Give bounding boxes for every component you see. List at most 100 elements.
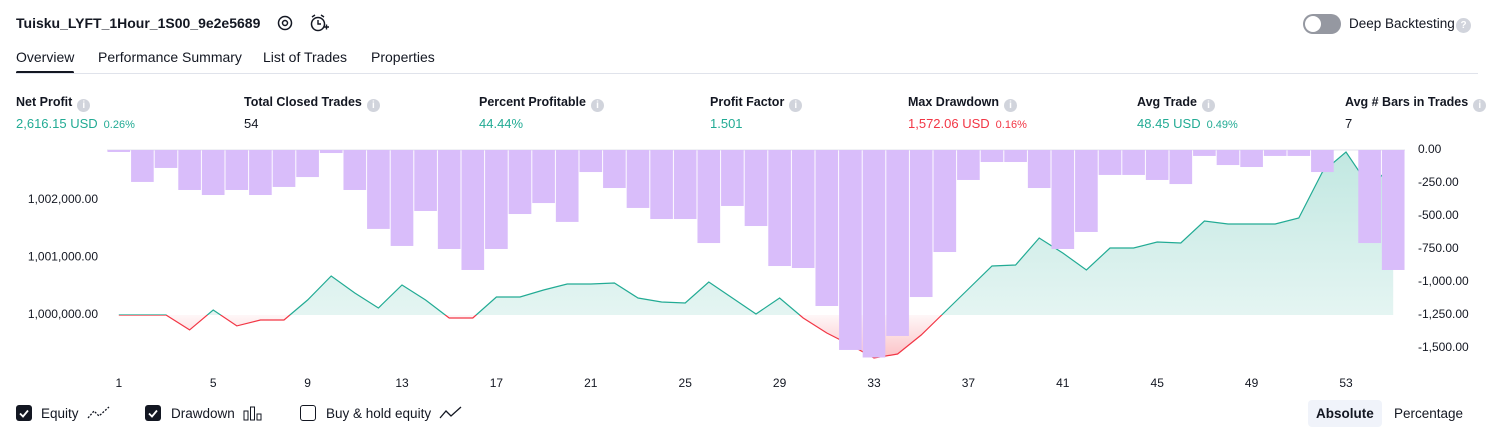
metric-value: 48.45 USD bbox=[1137, 116, 1201, 131]
drawdown-bar bbox=[1145, 150, 1169, 180]
drawdown-bar bbox=[744, 150, 768, 227]
drawdown-bar bbox=[1381, 150, 1405, 270]
x-tick-label: 9 bbox=[304, 376, 311, 390]
metric-label: Percent Profitable bbox=[479, 95, 586, 109]
drawdown-bar bbox=[414, 150, 437, 211]
metric-label: Net Profit bbox=[16, 95, 73, 109]
legend-checkbox[interactable] bbox=[16, 405, 32, 421]
deep-backtesting-toggle[interactable] bbox=[1303, 14, 1341, 34]
legend-icon bbox=[87, 405, 111, 424]
drawdown-bar bbox=[697, 150, 721, 244]
metric-percent: 0.16% bbox=[995, 119, 1027, 131]
legend-checkbox[interactable] bbox=[145, 405, 161, 421]
drawdown-bar bbox=[437, 150, 461, 249]
metric: Max Drawdown i 1,572.06 USD 0.16% bbox=[908, 94, 1027, 131]
drawdown-bar bbox=[933, 150, 957, 253]
drawdown-bar bbox=[1051, 150, 1075, 249]
y2-tick-label: -1,250.00 bbox=[1418, 307, 1469, 321]
y2-tick-label: 0.00 bbox=[1418, 142, 1442, 156]
metric: Net Profit i 2,616.15 USD 0.26% bbox=[16, 94, 135, 131]
x-tick-label: 41 bbox=[1056, 376, 1070, 390]
drawdown-bar bbox=[225, 150, 249, 190]
x-tick-label: 1 bbox=[115, 376, 122, 390]
metric-value-row: 2,616.15 USD 0.26% bbox=[16, 116, 135, 131]
drawdown-bar bbox=[319, 150, 343, 154]
metric-value: 1,572.06 USD bbox=[908, 116, 990, 131]
drawdown-bar bbox=[390, 150, 414, 246]
help-icon[interactable]: ? bbox=[1456, 18, 1471, 33]
drawdown-bar bbox=[154, 150, 178, 168]
alert-icon[interactable] bbox=[309, 13, 329, 33]
tab[interactable]: Properties bbox=[371, 49, 435, 65]
y-tick-label: 1,000,000.00 bbox=[28, 307, 98, 321]
x-tick-label: 33 bbox=[867, 376, 881, 390]
x-tick-label: 5 bbox=[210, 376, 217, 390]
drawdown-bar bbox=[1263, 150, 1287, 156]
legend-label[interactable]: Drawdown bbox=[171, 406, 235, 421]
drawdown-bar bbox=[1193, 150, 1216, 156]
tab[interactable]: List of Trades bbox=[263, 49, 348, 65]
metric-label: Avg # Bars in Trades bbox=[1345, 95, 1469, 109]
drawdown-bar bbox=[791, 150, 815, 268]
legend-label[interactable]: Buy & hold equity bbox=[326, 406, 432, 421]
metric-label-row: Net Profit i bbox=[16, 94, 135, 112]
legend-icon bbox=[243, 405, 263, 424]
tab[interactable]: Performance Summary bbox=[98, 49, 242, 65]
drawdown-bar bbox=[626, 150, 650, 208]
tab[interactable]: Overview bbox=[16, 49, 75, 65]
metric-value-row: 1,572.06 USD 0.16% bbox=[908, 116, 1027, 131]
info-icon[interactable]: i bbox=[77, 99, 91, 112]
metric-value: 7 bbox=[1345, 116, 1353, 131]
tab-underline bbox=[16, 71, 74, 74]
y2-tick-label: -1,000.00 bbox=[1418, 274, 1469, 288]
metric-label-row: Max Drawdown i bbox=[908, 94, 1027, 112]
drawdown-bar bbox=[272, 150, 296, 187]
drawdown-bar bbox=[1027, 150, 1051, 189]
drawdown-bar bbox=[1122, 150, 1145, 175]
drawdown-bar bbox=[1216, 150, 1240, 166]
drawdown-bar bbox=[673, 150, 697, 220]
x-tick-label: 45 bbox=[1151, 376, 1165, 390]
equity-chart: 1,000,000.00 1,001,000.00 1,002,000.00 0.00… bbox=[28, 142, 1469, 390]
drawdown-bar bbox=[721, 150, 744, 206]
y-tick-label: 1,002,000.00 bbox=[28, 192, 98, 206]
drawdown-bar bbox=[1169, 150, 1193, 185]
info-icon[interactable]: i bbox=[1473, 99, 1487, 112]
x-tick-label: 29 bbox=[773, 376, 787, 390]
metric-value-row: 48.45 USD 0.49% bbox=[1137, 116, 1238, 131]
drawdown-bar bbox=[815, 150, 839, 307]
info-icon[interactable]: i bbox=[590, 99, 604, 112]
info-icon[interactable]: i bbox=[789, 99, 803, 112]
drawdown-bar bbox=[862, 150, 886, 358]
scale-button[interactable]: Percentage bbox=[1394, 406, 1464, 421]
metric: Avg Trade i 48.45 USD 0.49% bbox=[1137, 94, 1238, 131]
drawdown-bar bbox=[603, 150, 626, 189]
metric-percent: 0.26% bbox=[103, 119, 135, 131]
metric-label-row: Percent Profitable i bbox=[479, 94, 604, 112]
metric-value-row: 1.501 bbox=[710, 116, 802, 131]
metric: Avg # Bars in Trades i 7 bbox=[1345, 94, 1487, 131]
metric-label: Max Drawdown bbox=[908, 95, 999, 109]
info-icon[interactable]: i bbox=[1004, 99, 1017, 112]
metric-value: 44.44% bbox=[479, 116, 524, 131]
drawdown-bar bbox=[1004, 150, 1027, 163]
scale-button[interactable]: Absolute bbox=[1308, 400, 1382, 427]
legend-icon bbox=[439, 405, 463, 424]
metric-value: 1.501 bbox=[710, 116, 743, 131]
settings-icon[interactable] bbox=[276, 14, 294, 32]
equity-line bbox=[118, 151, 1394, 359]
metric-label-row: Profit Factor i bbox=[710, 94, 803, 112]
deep-backtesting-label: Deep Backtesting bbox=[1349, 16, 1455, 31]
legend-checkbox[interactable] bbox=[300, 405, 316, 421]
metric-label: Profit Factor bbox=[710, 95, 785, 109]
info-icon[interactable]: i bbox=[366, 99, 380, 112]
y2-tick-label: -250.00 bbox=[1418, 175, 1459, 189]
y2-tick-label: -1,500.00 bbox=[1418, 340, 1469, 354]
drawdown-bar bbox=[1075, 150, 1098, 232]
y2-tick-label: -500.00 bbox=[1418, 208, 1459, 222]
info-icon[interactable]: i bbox=[1201, 99, 1215, 112]
drawdown-bar bbox=[650, 150, 673, 220]
legend-label[interactable]: Equity bbox=[41, 406, 79, 421]
drawdown-bar bbox=[131, 150, 154, 182]
metric-value-row: 7 bbox=[1345, 116, 1486, 131]
